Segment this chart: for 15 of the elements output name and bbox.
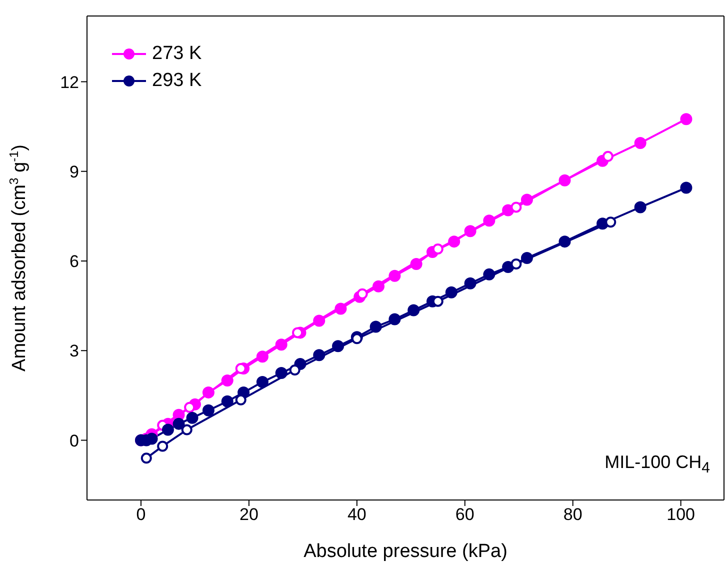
legend-label: 273 K	[152, 42, 202, 64]
y-tick-label: 3	[70, 342, 79, 361]
x-axis-title: Absolute pressure (kPa)	[304, 541, 508, 562]
annotation: MIL-100 CH$_{4}$	[604, 452, 710, 477]
x-tick-label: 0	[136, 505, 146, 524]
x-tick-label: 80	[563, 505, 582, 524]
y-tick-label: 9	[70, 162, 79, 182]
legend-label: 293 K	[152, 70, 202, 92]
y-tick-label: 12	[60, 72, 79, 92]
x-tick-label: 40	[347, 505, 366, 524]
y-tick-label: 0	[70, 431, 79, 450]
x-tick-label: 100	[666, 505, 695, 524]
x-tick-label: 60	[455, 505, 474, 524]
y-tick-label: 6	[70, 252, 79, 272]
x-tick-label: 20	[239, 505, 258, 524]
